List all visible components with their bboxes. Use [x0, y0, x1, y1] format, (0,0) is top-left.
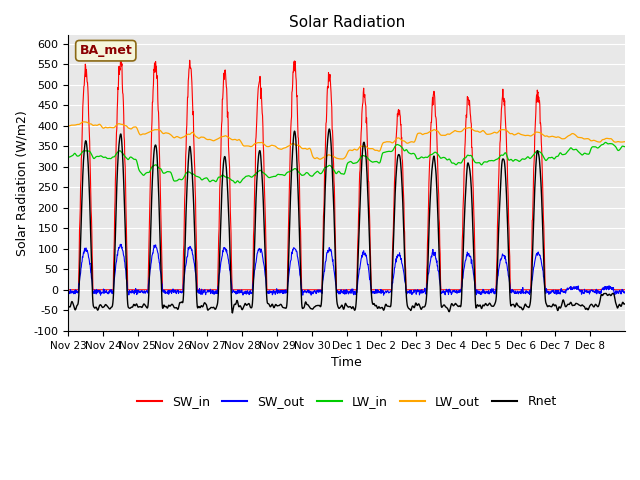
LW_in [231, 180, 239, 186]
Rnet [65, 304, 72, 310]
Rnet [228, 310, 236, 316]
LW_out [560, 136, 568, 142]
Rnet [333, 294, 340, 300]
Line: LW_out: LW_out [68, 122, 625, 159]
SW_out [65, 288, 72, 294]
Legend: SW_in, SW_out, LW_in, LW_out, Rnet: SW_in, SW_out, LW_in, LW_out, Rnet [132, 390, 562, 413]
SW_out [478, 289, 486, 295]
SW_in [322, 133, 330, 139]
LW_out [478, 128, 486, 134]
SW_in [478, 287, 486, 293]
LW_out [65, 123, 72, 129]
Line: LW_in: LW_in [68, 143, 625, 183]
LW_in [614, 147, 622, 153]
SW_out [614, 289, 622, 295]
SW_in [152, 59, 159, 64]
X-axis label: Time: Time [332, 356, 362, 369]
LW_in [332, 171, 340, 177]
SW_in [65, 287, 72, 293]
SW_out [322, 258, 330, 264]
Title: Solar Radiation: Solar Radiation [289, 15, 404, 30]
LW_out [79, 119, 87, 125]
Rnet [621, 301, 628, 307]
LW_in [322, 164, 330, 170]
Line: Rnet: Rnet [68, 129, 625, 313]
LW_out [316, 156, 324, 162]
LW_in [602, 140, 610, 145]
Text: BA_met: BA_met [79, 44, 132, 57]
Rnet [560, 298, 568, 304]
Rnet [478, 304, 486, 310]
Rnet [614, 304, 622, 310]
SW_out [621, 290, 628, 296]
Line: SW_in: SW_in [68, 56, 625, 290]
LW_in [559, 152, 567, 157]
Rnet [322, 175, 330, 180]
Y-axis label: Solar Radiation (W/m2): Solar Radiation (W/m2) [15, 110, 28, 256]
SW_in [614, 287, 621, 293]
SW_in [621, 287, 628, 293]
SW_in [332, 272, 340, 278]
SW_in [559, 287, 567, 293]
SW_out [116, 241, 124, 247]
LW_in [152, 162, 159, 168]
Line: SW_out: SW_out [68, 244, 625, 295]
Rnet [152, 142, 159, 148]
LW_out [614, 139, 622, 144]
LW_out [621, 139, 628, 144]
SW_out [333, 286, 340, 292]
LW_in [621, 144, 628, 150]
LW_out [333, 156, 340, 161]
SW_out [97, 292, 104, 298]
LW_in [478, 162, 486, 168]
LW_out [322, 154, 330, 159]
SW_in [117, 53, 125, 59]
SW_out [152, 244, 160, 250]
LW_out [152, 127, 159, 132]
LW_in [65, 154, 72, 160]
Rnet [325, 126, 333, 132]
SW_out [560, 288, 568, 294]
